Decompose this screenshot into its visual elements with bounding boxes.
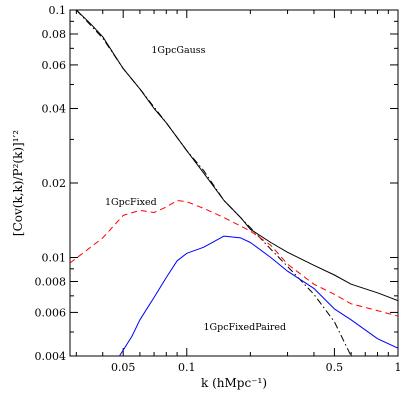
x-tick-label: 0.1: [178, 361, 196, 374]
x-tick-label: 0.05: [111, 361, 136, 374]
x-tick-label: 0.5: [326, 361, 344, 374]
series-line-1gpcgauss: [75, 10, 398, 302]
series-line-1gpcfixedpaired: [118, 235, 398, 356]
annotation-1gpcgauss: 1GpcGauss: [151, 45, 205, 56]
y-tick-label: 0.06: [42, 59, 67, 72]
axis-ticks: [70, 9, 399, 357]
y-tick-label: 0.006: [35, 306, 67, 319]
y-tick-label: 0.04: [42, 102, 67, 115]
x-axis-label: k (hMpc⁻¹): [201, 376, 267, 390]
y-tick-label: 0.008: [35, 275, 67, 288]
y-tick-label: 0.004: [35, 350, 67, 363]
y-tick-label: 0.08: [42, 28, 67, 41]
series-line-gaussian-prediction: [75, 10, 352, 356]
series-annotations: 1GpcGauss 1GpcFixed 1GpcFixedPaired: [105, 45, 286, 333]
y-tick-label: 0.01: [42, 252, 67, 265]
annotation-1gpcfixedpaired: 1GpcFixedPaired: [203, 322, 286, 333]
y-axis-label: [Cov(k,k)/P²(k)]¹′²: [11, 130, 25, 236]
axis-tick-labels: 0.05 0.1 0.5 1 0.1 0.08 0.06 0.04 0.02 0.01 0.008 0…: [35, 4, 402, 374]
x-tick-label: 1: [395, 361, 402, 374]
series-line-1gpcfixed: [70, 200, 398, 317]
annotation-1gpcfixed: 1GpcFixed: [105, 197, 157, 208]
y-tick-label: 0.1: [49, 4, 67, 17]
y-tick-label: 0.02: [42, 177, 67, 190]
series-lines: [70, 10, 398, 356]
